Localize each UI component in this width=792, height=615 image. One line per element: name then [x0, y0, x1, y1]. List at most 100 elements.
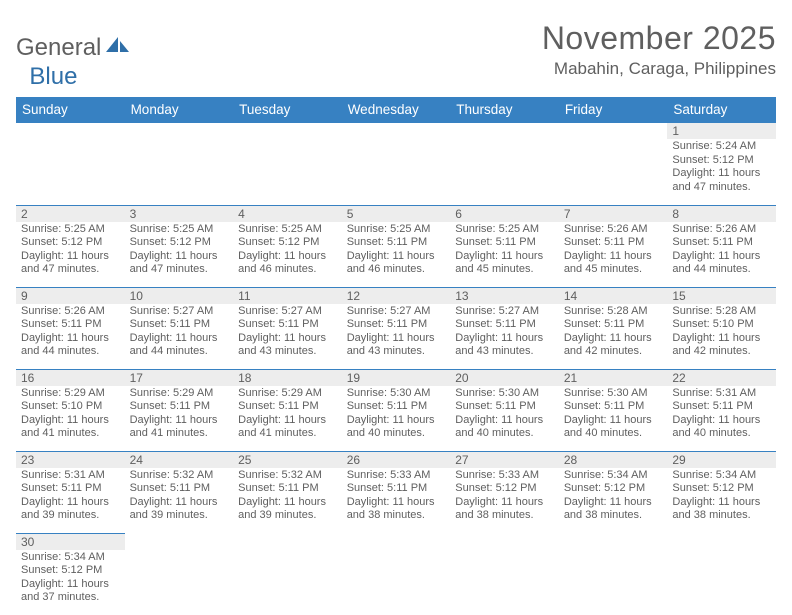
day-number: 6 — [450, 206, 559, 222]
day-number: 18 — [233, 370, 342, 386]
calendar-cell: 16Sunrise: 5:29 AMSunset: 5:10 PMDayligh… — [16, 369, 125, 451]
day-info: Sunrise: 5:34 AMSunset: 5:12 PMDaylight:… — [667, 468, 776, 525]
logo-text-b: Blue — [29, 63, 77, 91]
day-number: 5 — [342, 206, 451, 222]
calendar-cell: 6Sunrise: 5:25 AMSunset: 5:11 PMDaylight… — [450, 205, 559, 287]
calendar-cell: 29Sunrise: 5:34 AMSunset: 5:12 PMDayligh… — [667, 451, 776, 533]
day-info: Sunrise: 5:27 AMSunset: 5:11 PMDaylight:… — [233, 304, 342, 361]
day-number: 19 — [342, 370, 451, 386]
day-info: Sunrise: 5:26 AMSunset: 5:11 PMDaylight:… — [16, 304, 125, 361]
day-info: Sunrise: 5:31 AMSunset: 5:11 PMDaylight:… — [16, 468, 125, 525]
day-number: 15 — [667, 288, 776, 304]
calendar-cell-empty — [342, 123, 451, 205]
day-number: 1 — [667, 123, 776, 139]
weekday-header: Saturday — [667, 97, 776, 123]
calendar-row: 23Sunrise: 5:31 AMSunset: 5:11 PMDayligh… — [16, 451, 776, 533]
calendar-cell: 17Sunrise: 5:29 AMSunset: 5:11 PMDayligh… — [125, 369, 234, 451]
day-number: 25 — [233, 452, 342, 468]
day-info: Sunrise: 5:25 AMSunset: 5:11 PMDaylight:… — [342, 222, 451, 279]
calendar-cell-empty — [559, 533, 668, 615]
day-info: Sunrise: 5:30 AMSunset: 5:11 PMDaylight:… — [450, 386, 559, 443]
weekday-header: Sunday — [16, 97, 125, 123]
calendar-cell: 22Sunrise: 5:31 AMSunset: 5:11 PMDayligh… — [667, 369, 776, 451]
calendar-row: 30Sunrise: 5:34 AMSunset: 5:12 PMDayligh… — [16, 533, 776, 615]
calendar-cell: 10Sunrise: 5:27 AMSunset: 5:11 PMDayligh… — [125, 287, 234, 369]
calendar-cell-empty — [559, 123, 668, 205]
calendar-cell: 4Sunrise: 5:25 AMSunset: 5:12 PMDaylight… — [233, 205, 342, 287]
day-info: Sunrise: 5:24 AMSunset: 5:12 PMDaylight:… — [667, 139, 776, 196]
day-number: 10 — [125, 288, 234, 304]
day-info: Sunrise: 5:32 AMSunset: 5:11 PMDaylight:… — [125, 468, 234, 525]
day-number: 20 — [450, 370, 559, 386]
calendar-cell: 23Sunrise: 5:31 AMSunset: 5:11 PMDayligh… — [16, 451, 125, 533]
location: Mabahin, Caraga, Philippines — [542, 59, 776, 79]
day-info: Sunrise: 5:34 AMSunset: 5:12 PMDaylight:… — [559, 468, 668, 525]
title-block: November 2025 Mabahin, Caraga, Philippin… — [542, 20, 776, 85]
calendar-cell: 20Sunrise: 5:30 AMSunset: 5:11 PMDayligh… — [450, 369, 559, 451]
day-info: Sunrise: 5:28 AMSunset: 5:11 PMDaylight:… — [559, 304, 668, 361]
calendar-table: SundayMondayTuesdayWednesdayThursdayFrid… — [16, 97, 776, 615]
day-number: 7 — [559, 206, 668, 222]
weekday-header: Thursday — [450, 97, 559, 123]
day-info: Sunrise: 5:30 AMSunset: 5:11 PMDaylight:… — [559, 386, 668, 443]
day-info: Sunrise: 5:25 AMSunset: 5:12 PMDaylight:… — [233, 222, 342, 279]
day-number: 8 — [667, 206, 776, 222]
day-info: Sunrise: 5:29 AMSunset: 5:11 PMDaylight:… — [233, 386, 342, 443]
calendar-cell-empty — [450, 123, 559, 205]
calendar-cell-empty — [16, 123, 125, 205]
calendar-cell: 24Sunrise: 5:32 AMSunset: 5:11 PMDayligh… — [125, 451, 234, 533]
day-info: Sunrise: 5:34 AMSunset: 5:12 PMDaylight:… — [16, 550, 125, 607]
calendar-cell: 1Sunrise: 5:24 AMSunset: 5:12 PMDaylight… — [667, 123, 776, 205]
day-info: Sunrise: 5:27 AMSunset: 5:11 PMDaylight:… — [342, 304, 451, 361]
day-number: 29 — [667, 452, 776, 468]
calendar-cell-empty — [342, 533, 451, 615]
day-number: 21 — [559, 370, 668, 386]
calendar-cell: 28Sunrise: 5:34 AMSunset: 5:12 PMDayligh… — [559, 451, 668, 533]
calendar-cell: 25Sunrise: 5:32 AMSunset: 5:11 PMDayligh… — [233, 451, 342, 533]
day-info: Sunrise: 5:29 AMSunset: 5:11 PMDaylight:… — [125, 386, 234, 443]
day-info: Sunrise: 5:26 AMSunset: 5:11 PMDaylight:… — [667, 222, 776, 279]
calendar-body: 1Sunrise: 5:24 AMSunset: 5:12 PMDaylight… — [16, 123, 776, 615]
day-number: 4 — [233, 206, 342, 222]
day-info: Sunrise: 5:30 AMSunset: 5:11 PMDaylight:… — [342, 386, 451, 443]
calendar-cell: 2Sunrise: 5:25 AMSunset: 5:12 PMDaylight… — [16, 205, 125, 287]
day-info: Sunrise: 5:33 AMSunset: 5:12 PMDaylight:… — [450, 468, 559, 525]
calendar-cell: 7Sunrise: 5:26 AMSunset: 5:11 PMDaylight… — [559, 205, 668, 287]
weekday-header: Tuesday — [233, 97, 342, 123]
calendar-cell: 18Sunrise: 5:29 AMSunset: 5:11 PMDayligh… — [233, 369, 342, 451]
day-info: Sunrise: 5:28 AMSunset: 5:10 PMDaylight:… — [667, 304, 776, 361]
day-number: 26 — [342, 452, 451, 468]
calendar-cell: 3Sunrise: 5:25 AMSunset: 5:12 PMDaylight… — [125, 205, 234, 287]
day-number: 3 — [125, 206, 234, 222]
day-info: Sunrise: 5:32 AMSunset: 5:11 PMDaylight:… — [233, 468, 342, 525]
calendar-cell: 30Sunrise: 5:34 AMSunset: 5:12 PMDayligh… — [16, 533, 125, 615]
day-number: 12 — [342, 288, 451, 304]
calendar-row: 2Sunrise: 5:25 AMSunset: 5:12 PMDaylight… — [16, 205, 776, 287]
calendar-header: SundayMondayTuesdayWednesdayThursdayFrid… — [16, 97, 776, 123]
day-info: Sunrise: 5:29 AMSunset: 5:10 PMDaylight:… — [16, 386, 125, 443]
calendar-cell: 27Sunrise: 5:33 AMSunset: 5:12 PMDayligh… — [450, 451, 559, 533]
day-info: Sunrise: 5:27 AMSunset: 5:11 PMDaylight:… — [125, 304, 234, 361]
calendar-cell-empty — [233, 123, 342, 205]
day-number: 22 — [667, 370, 776, 386]
day-info: Sunrise: 5:31 AMSunset: 5:11 PMDaylight:… — [667, 386, 776, 443]
calendar-row: 1Sunrise: 5:24 AMSunset: 5:12 PMDaylight… — [16, 123, 776, 205]
logo-sail-icon — [101, 34, 131, 62]
day-info: Sunrise: 5:26 AMSunset: 5:11 PMDaylight:… — [559, 222, 668, 279]
calendar-row: 9Sunrise: 5:26 AMSunset: 5:11 PMDaylight… — [16, 287, 776, 369]
day-number: 13 — [450, 288, 559, 304]
logo-text-a: General — [16, 34, 101, 62]
day-info: Sunrise: 5:25 AMSunset: 5:12 PMDaylight:… — [125, 222, 234, 279]
month-title: November 2025 — [542, 20, 776, 57]
calendar-cell-empty — [125, 533, 234, 615]
calendar-cell-empty — [233, 533, 342, 615]
calendar-cell: 13Sunrise: 5:27 AMSunset: 5:11 PMDayligh… — [450, 287, 559, 369]
day-info: Sunrise: 5:25 AMSunset: 5:11 PMDaylight:… — [450, 222, 559, 279]
calendar-cell: 21Sunrise: 5:30 AMSunset: 5:11 PMDayligh… — [559, 369, 668, 451]
calendar-cell-empty — [450, 533, 559, 615]
day-number: 30 — [16, 534, 125, 550]
weekday-header: Wednesday — [342, 97, 451, 123]
day-number: 24 — [125, 452, 234, 468]
calendar-cell: 11Sunrise: 5:27 AMSunset: 5:11 PMDayligh… — [233, 287, 342, 369]
calendar-cell: 15Sunrise: 5:28 AMSunset: 5:10 PMDayligh… — [667, 287, 776, 369]
